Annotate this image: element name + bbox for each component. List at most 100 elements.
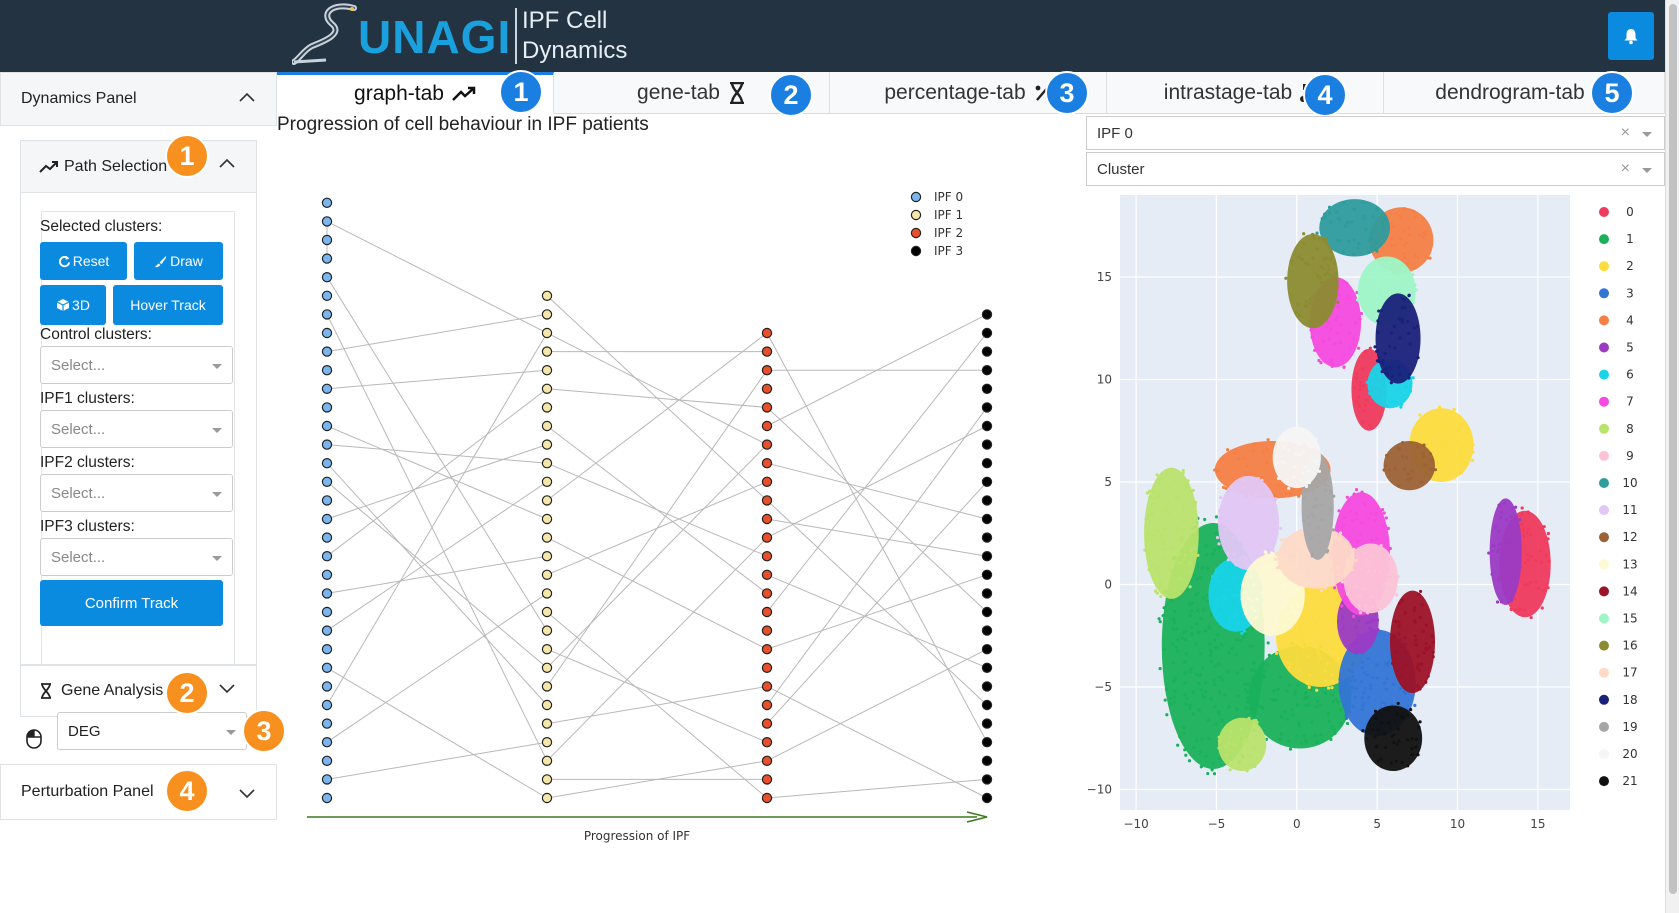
cluster-node[interactable] [321,439,333,450]
notification-button[interactable] [1608,12,1654,60]
legend-marker[interactable] [1599,450,1609,461]
cluster-node[interactable] [541,290,553,301]
cluster-node[interactable] [541,551,553,562]
legend-marker[interactable] [1599,423,1609,434]
cluster-node[interactable] [321,216,333,227]
legend-label[interactable]: 2 [1626,259,1634,273]
cluster-node[interactable] [541,755,553,767]
cluster-node[interactable] [321,420,333,432]
cluster-node[interactable] [761,606,773,618]
cluster-node[interactable] [321,495,333,506]
legend-label[interactable]: 21 [1622,774,1637,788]
legend-marker[interactable] [1599,315,1609,326]
cluster-node[interactable] [321,755,333,767]
stage-dropdown[interactable]: IPF 0 × [1086,116,1665,150]
cluster-node[interactable] [541,644,553,655]
legend-marker[interactable] [1599,721,1609,732]
hover-track-button[interactable]: Hover Track [113,285,223,325]
cluster-node[interactable] [541,476,553,487]
cluster-node[interactable] [981,402,993,413]
cluster-node[interactable] [761,439,773,450]
analysis-type-select[interactable]: DEG [57,712,247,750]
cluster-node[interactable] [981,755,993,767]
cluster-node[interactable] [981,476,993,487]
cluster-node[interactable] [981,309,993,320]
legend-label[interactable]: 14 [1622,584,1637,598]
cluster-node[interactable] [541,625,553,636]
cluster-node[interactable] [761,495,773,506]
cluster-node[interactable] [761,699,773,711]
cluster-node[interactable] [541,606,553,618]
legend-label[interactable]: 13 [1622,557,1637,571]
cluster-node[interactable] [321,662,333,674]
cluster-node[interactable] [321,197,333,209]
legend-marker[interactable] [1599,532,1609,543]
caret-down-icon[interactable] [1642,168,1652,173]
ipf2-clusters-select[interactable]: Select... [40,474,233,512]
cluster-node[interactable] [541,662,553,674]
cluster-node[interactable] [761,588,773,599]
cluster-node[interactable] [541,737,553,748]
cluster-node[interactable] [321,476,333,487]
cluster-node[interactable] [321,625,333,636]
cluster-node[interactable] [761,532,773,543]
umap-scatter-chart[interactable]: −10 −5 0 5 10 15−10−5051015012345678910111213… [1080,195,1665,913]
legend-marker[interactable] [1599,640,1609,651]
cluster-node[interactable] [321,737,333,748]
cluster-node[interactable] [981,383,993,394]
legend-label[interactable]: 16 [1622,639,1637,653]
cluster-node[interactable] [541,383,553,394]
cluster-node[interactable] [541,309,553,320]
cluster-node[interactable] [541,513,553,525]
color-by-dropdown[interactable]: Cluster × [1086,152,1665,186]
cluster-node[interactable] [321,588,333,599]
cluster-node[interactable] [981,569,993,580]
draw-button[interactable]: Draw [134,242,223,280]
path-selection-header[interactable]: Path Selection [21,141,256,193]
cluster-node[interactable] [541,681,553,692]
cluster-node[interactable] [321,699,333,711]
legend-marker[interactable] [1599,749,1609,759]
cluster-node[interactable] [761,513,773,525]
cluster-node[interactable] [321,309,333,320]
legend-marker[interactable] [1599,396,1609,407]
reset-button[interactable]: Reset [40,242,127,280]
legend-label[interactable]: 17 [1622,666,1637,680]
cluster-node[interactable] [541,327,553,339]
cluster-node[interactable] [541,569,553,580]
legend-label[interactable]: 11 [1622,503,1637,517]
legend-marker[interactable] [1599,667,1609,678]
cluster-node[interactable] [321,402,333,413]
cluster-node[interactable] [321,774,333,785]
cluster-node[interactable] [761,383,773,394]
cluster-node[interactable] [761,458,773,469]
cluster-node[interactable] [981,458,993,469]
3d-button[interactable]: 3D [40,285,106,325]
legend-marker[interactable] [1599,694,1609,705]
cluster-node[interactable] [981,792,993,804]
progression-network-chart[interactable]: IPF 0 IPF 1 IPF 2 IPF 3 Progression of IPF [277,140,1067,910]
dynamics-panel-header[interactable]: Dynamics Panel [0,72,277,126]
cluster-node[interactable] [761,737,773,748]
cluster-node[interactable] [761,662,773,674]
legend-label[interactable]: 7 [1626,395,1634,409]
cluster-node[interactable] [321,718,333,729]
cluster-node[interactable] [981,606,993,618]
cluster-node[interactable] [761,625,773,636]
cluster-node[interactable] [981,346,993,357]
legend-label[interactable]: 8 [1626,422,1634,436]
cluster-node[interactable] [321,458,333,469]
cluster-node[interactable] [321,551,333,562]
cluster-node[interactable] [981,364,993,376]
cluster-node[interactable] [981,644,993,655]
cluster-node[interactable] [761,364,773,376]
perturbation-panel-header[interactable]: Perturbation Panel [0,764,277,820]
legend-label[interactable]: 3 [1626,286,1634,300]
cluster-node[interactable] [761,681,773,692]
cluster-node[interactable] [541,346,553,357]
cluster-node[interactable] [761,346,773,357]
cluster-node[interactable] [761,774,773,785]
legend-marker[interactable] [1599,261,1609,272]
clear-icon[interactable]: × [1620,124,1630,141]
cluster-node[interactable] [981,327,993,339]
